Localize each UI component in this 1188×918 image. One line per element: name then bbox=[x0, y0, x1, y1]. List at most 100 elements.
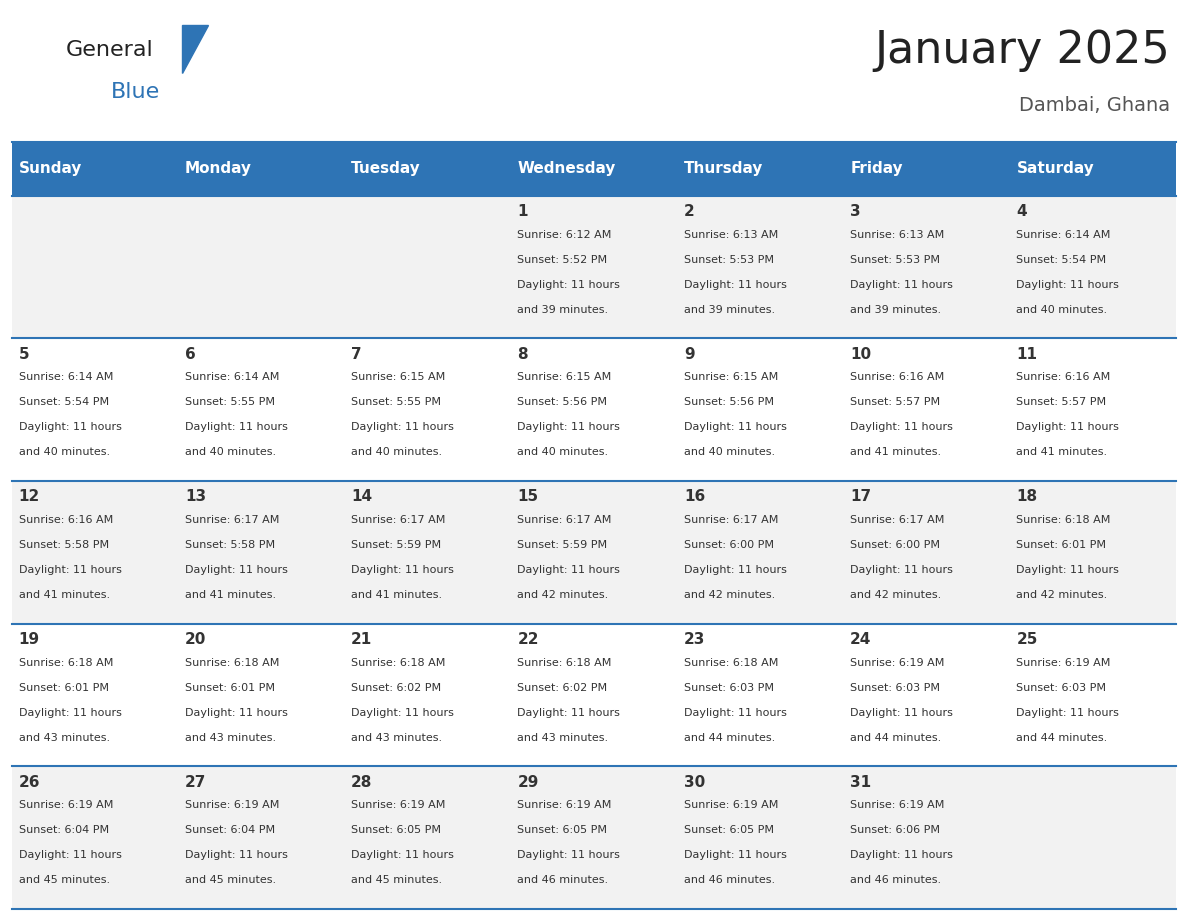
Text: General: General bbox=[65, 40, 153, 61]
Text: 10: 10 bbox=[851, 347, 871, 362]
Text: Sunset: 5:54 PM: Sunset: 5:54 PM bbox=[1017, 254, 1106, 264]
Text: Daylight: 11 hours: Daylight: 11 hours bbox=[185, 850, 287, 860]
Text: Sunrise: 6:14 AM: Sunrise: 6:14 AM bbox=[1017, 230, 1111, 240]
Text: Daylight: 11 hours: Daylight: 11 hours bbox=[684, 422, 786, 432]
Polygon shape bbox=[182, 25, 208, 73]
Bar bbox=[511, 338, 677, 481]
Text: 11: 11 bbox=[1017, 347, 1037, 362]
Text: and 44 minutes.: and 44 minutes. bbox=[1017, 733, 1107, 743]
Text: 1: 1 bbox=[518, 204, 527, 219]
Text: Sunset: 5:57 PM: Sunset: 5:57 PM bbox=[851, 397, 940, 408]
Text: Sunset: 6:00 PM: Sunset: 6:00 PM bbox=[684, 540, 773, 550]
Bar bbox=[1010, 481, 1176, 623]
Text: 8: 8 bbox=[518, 347, 529, 362]
Text: Sunset: 6:03 PM: Sunset: 6:03 PM bbox=[1017, 683, 1106, 693]
Text: Sunset: 5:56 PM: Sunset: 5:56 PM bbox=[684, 397, 773, 408]
Text: Dambai, Ghana: Dambai, Ghana bbox=[1019, 96, 1170, 115]
Bar bbox=[12, 196, 178, 338]
Text: Sunset: 5:55 PM: Sunset: 5:55 PM bbox=[185, 397, 274, 408]
Text: 19: 19 bbox=[19, 633, 39, 647]
Text: and 46 minutes.: and 46 minutes. bbox=[851, 875, 941, 885]
Text: Sunset: 5:57 PM: Sunset: 5:57 PM bbox=[1017, 397, 1106, 408]
Text: Daylight: 11 hours: Daylight: 11 hours bbox=[851, 708, 953, 718]
Bar bbox=[677, 338, 843, 481]
Text: and 41 minutes.: and 41 minutes. bbox=[352, 590, 442, 600]
Bar bbox=[12, 338, 178, 481]
Text: Sunrise: 6:18 AM: Sunrise: 6:18 AM bbox=[19, 657, 113, 667]
Text: Sunset: 6:05 PM: Sunset: 6:05 PM bbox=[518, 825, 607, 835]
Text: Daylight: 11 hours: Daylight: 11 hours bbox=[518, 280, 620, 290]
Text: Sunset: 5:59 PM: Sunset: 5:59 PM bbox=[518, 540, 607, 550]
Text: Daylight: 11 hours: Daylight: 11 hours bbox=[185, 565, 287, 575]
Text: Sunset: 5:58 PM: Sunset: 5:58 PM bbox=[19, 540, 108, 550]
Text: Daylight: 11 hours: Daylight: 11 hours bbox=[352, 422, 454, 432]
Text: 29: 29 bbox=[518, 775, 539, 789]
Text: Daylight: 11 hours: Daylight: 11 hours bbox=[19, 565, 121, 575]
Bar bbox=[843, 623, 1010, 767]
Bar bbox=[677, 767, 843, 909]
Text: Sunset: 6:05 PM: Sunset: 6:05 PM bbox=[352, 825, 441, 835]
Text: Monday: Monday bbox=[185, 162, 252, 176]
Text: 18: 18 bbox=[1017, 489, 1037, 504]
Text: 6: 6 bbox=[185, 347, 196, 362]
Text: Daylight: 11 hours: Daylight: 11 hours bbox=[684, 280, 786, 290]
Text: Sunrise: 6:17 AM: Sunrise: 6:17 AM bbox=[518, 515, 612, 525]
Text: Daylight: 11 hours: Daylight: 11 hours bbox=[518, 565, 620, 575]
Text: and 43 minutes.: and 43 minutes. bbox=[518, 733, 608, 743]
Text: Sunset: 6:03 PM: Sunset: 6:03 PM bbox=[684, 683, 773, 693]
Bar bbox=[1010, 767, 1176, 909]
Bar bbox=[12, 623, 178, 767]
Text: and 41 minutes.: and 41 minutes. bbox=[851, 447, 941, 457]
Text: Sunrise: 6:19 AM: Sunrise: 6:19 AM bbox=[1017, 657, 1111, 667]
Text: 31: 31 bbox=[851, 775, 871, 789]
Text: 28: 28 bbox=[352, 775, 373, 789]
Text: and 46 minutes.: and 46 minutes. bbox=[684, 875, 775, 885]
Text: 27: 27 bbox=[185, 775, 207, 789]
Text: Sunrise: 6:19 AM: Sunrise: 6:19 AM bbox=[851, 657, 944, 667]
Text: and 45 minutes.: and 45 minutes. bbox=[19, 875, 109, 885]
Text: 15: 15 bbox=[518, 489, 538, 504]
Text: and 40 minutes.: and 40 minutes. bbox=[1017, 305, 1107, 315]
Text: Wednesday: Wednesday bbox=[518, 162, 615, 176]
Text: Daylight: 11 hours: Daylight: 11 hours bbox=[518, 422, 620, 432]
Text: Sunrise: 6:15 AM: Sunrise: 6:15 AM bbox=[684, 373, 778, 383]
Text: Daylight: 11 hours: Daylight: 11 hours bbox=[352, 565, 454, 575]
Bar bbox=[178, 338, 345, 481]
Text: 30: 30 bbox=[684, 775, 704, 789]
Text: Sunset: 6:02 PM: Sunset: 6:02 PM bbox=[518, 683, 607, 693]
Text: and 42 minutes.: and 42 minutes. bbox=[1017, 590, 1107, 600]
Text: 16: 16 bbox=[684, 489, 704, 504]
Bar bbox=[843, 767, 1010, 909]
Text: Daylight: 11 hours: Daylight: 11 hours bbox=[851, 422, 953, 432]
Text: Sunset: 5:54 PM: Sunset: 5:54 PM bbox=[19, 397, 108, 408]
Text: and 40 minutes.: and 40 minutes. bbox=[19, 447, 109, 457]
Text: Sunrise: 6:19 AM: Sunrise: 6:19 AM bbox=[19, 800, 113, 811]
Text: Friday: Friday bbox=[851, 162, 903, 176]
Text: 9: 9 bbox=[684, 347, 695, 362]
Bar bbox=[843, 481, 1010, 623]
Text: 4: 4 bbox=[1017, 204, 1028, 219]
Bar bbox=[345, 623, 511, 767]
Text: and 42 minutes.: and 42 minutes. bbox=[684, 590, 775, 600]
Text: 5: 5 bbox=[19, 347, 30, 362]
Text: Daylight: 11 hours: Daylight: 11 hours bbox=[352, 708, 454, 718]
Text: Sunrise: 6:17 AM: Sunrise: 6:17 AM bbox=[352, 515, 446, 525]
Text: and 39 minutes.: and 39 minutes. bbox=[518, 305, 608, 315]
Text: Sunset: 5:56 PM: Sunset: 5:56 PM bbox=[518, 397, 607, 408]
Text: Daylight: 11 hours: Daylight: 11 hours bbox=[684, 708, 786, 718]
Text: Daylight: 11 hours: Daylight: 11 hours bbox=[684, 565, 786, 575]
Text: Sunset: 6:04 PM: Sunset: 6:04 PM bbox=[185, 825, 274, 835]
Text: and 43 minutes.: and 43 minutes. bbox=[352, 733, 442, 743]
Text: Sunrise: 6:17 AM: Sunrise: 6:17 AM bbox=[684, 515, 778, 525]
Text: Daylight: 11 hours: Daylight: 11 hours bbox=[185, 708, 287, 718]
Text: Sunset: 5:58 PM: Sunset: 5:58 PM bbox=[185, 540, 274, 550]
Text: Sunset: 6:00 PM: Sunset: 6:00 PM bbox=[851, 540, 940, 550]
Text: Daylight: 11 hours: Daylight: 11 hours bbox=[1017, 280, 1119, 290]
Text: Sunrise: 6:19 AM: Sunrise: 6:19 AM bbox=[352, 800, 446, 811]
Text: and 41 minutes.: and 41 minutes. bbox=[185, 590, 276, 600]
Text: 7: 7 bbox=[352, 347, 362, 362]
Text: Daylight: 11 hours: Daylight: 11 hours bbox=[19, 850, 121, 860]
Text: Daylight: 11 hours: Daylight: 11 hours bbox=[1017, 422, 1119, 432]
Text: 20: 20 bbox=[185, 633, 207, 647]
Bar bbox=[1010, 196, 1176, 338]
